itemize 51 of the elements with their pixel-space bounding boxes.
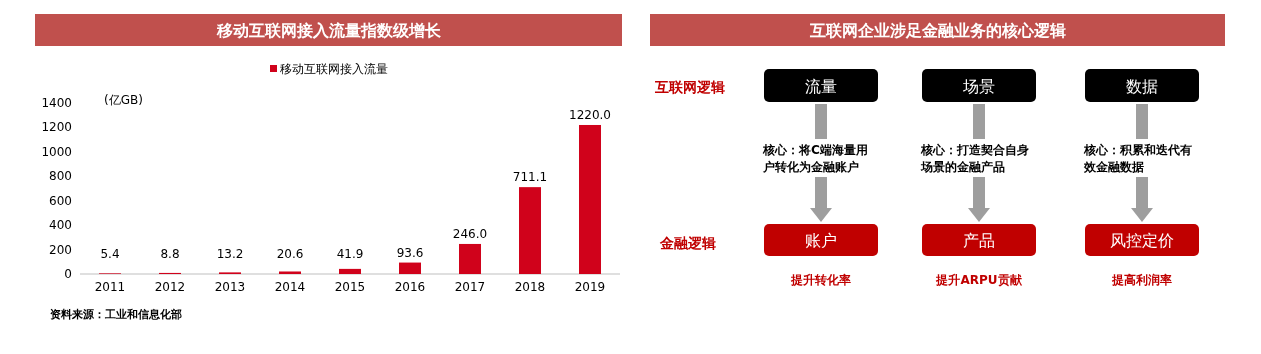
- x-tick-label: 2015: [334, 280, 366, 294]
- text: 93.6: [396, 245, 424, 260]
- bar: [579, 124, 601, 274]
- text: 1220.0: [569, 107, 611, 122]
- bar: [519, 187, 541, 274]
- y-axis-title: (亿GB): [104, 93, 143, 107]
- x-tick-label: 2014: [274, 280, 306, 294]
- text: 场景: [962, 77, 995, 96]
- text: 账户: [805, 231, 837, 250]
- x-tick-label: 2019: [574, 280, 606, 294]
- bar: [339, 268, 361, 274]
- text: 提高利润率: [1111, 273, 1172, 287]
- y-tick-label: 0: [64, 267, 72, 281]
- chart-title: 移动互联网接入流量指数级增长: [215, 21, 442, 40]
- text: 数据: [1126, 77, 1158, 96]
- text: 流量: [805, 77, 837, 96]
- text: 41.9: [336, 247, 364, 261]
- y-tick-label: 1400: [41, 96, 72, 110]
- y-tick-label: 200: [49, 242, 72, 257]
- x-tick-label: 2017: [454, 280, 486, 294]
- y-tick-label: 400: [49, 218, 72, 233]
- bar: [399, 262, 421, 274]
- text: 8.8: [160, 247, 180, 261]
- text: 产品: [963, 231, 995, 250]
- bar: [279, 271, 301, 274]
- text: 提升ARPU贡献: [935, 273, 1023, 287]
- text: 711.1: [512, 170, 548, 185]
- text: 资料来源：工业和信息化部: [50, 308, 182, 321]
- text: 核心：积累和迭代有效金融数据: [1083, 143, 1192, 174]
- text: 20.6: [276, 247, 304, 261]
- text: 风控定价: [1110, 231, 1174, 250]
- text: 互联网逻辑: [654, 79, 725, 95]
- legend-label: 移动互联网接入流量: [280, 62, 388, 76]
- text: 5.4: [100, 247, 120, 261]
- text: 13.2: [216, 247, 244, 261]
- text: 金融逻辑: [659, 235, 716, 251]
- y-tick-label: 600: [49, 193, 72, 208]
- x-tick-label: 2011: [94, 280, 126, 294]
- x-tick-label: 2016: [394, 280, 426, 294]
- text: 核心：将C端海量用户转化为金融账户: [762, 143, 868, 174]
- text: 246.0: [452, 226, 488, 241]
- bar: [459, 243, 481, 274]
- y-tick-label: 1200: [41, 120, 72, 135]
- y-tick-label: 1000: [41, 144, 72, 159]
- x-tick-label: 2018: [514, 280, 546, 294]
- x-tick-label: 2012: [154, 280, 186, 294]
- text: 提升转化率: [790, 273, 851, 287]
- text: 核心：打造契合自身场景的金融产品: [920, 143, 1029, 174]
- text: 互联网企业涉足金融业务的核心逻辑: [808, 21, 1066, 40]
- y-tick-label: 800: [49, 169, 72, 184]
- x-tick-label: 2013: [214, 280, 246, 294]
